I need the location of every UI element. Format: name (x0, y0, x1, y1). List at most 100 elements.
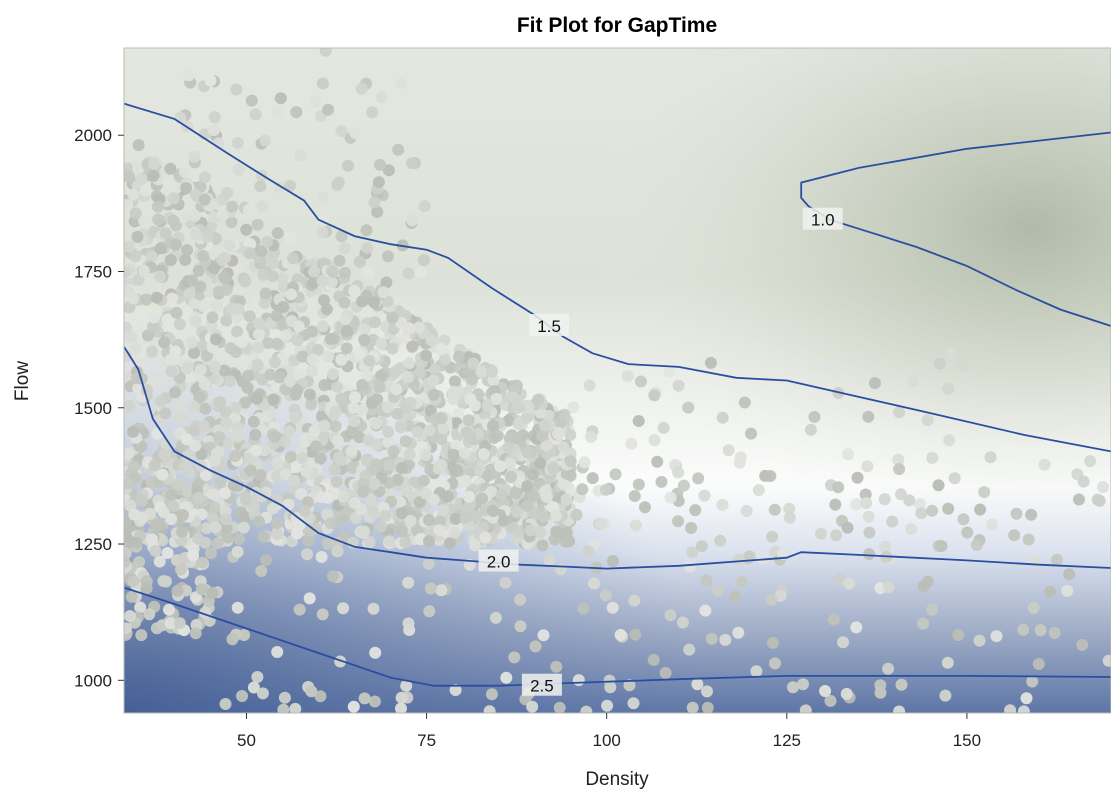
scatter-point (152, 213, 165, 226)
scatter-point (1027, 601, 1040, 614)
scatter-point (338, 242, 351, 255)
scatter-point (386, 342, 399, 355)
scatter-point (373, 158, 386, 171)
scatter-point (161, 547, 174, 559)
scatter-point (418, 200, 431, 213)
scatter-point (245, 94, 258, 107)
scatter-point (125, 331, 138, 343)
contour-label-bg (529, 314, 570, 336)
scatter-point (348, 415, 361, 428)
scatter-point (271, 457, 284, 470)
scatter-point (586, 472, 599, 485)
scatter-point (926, 603, 939, 616)
scatter-point (358, 525, 371, 538)
scatter-point (124, 240, 135, 253)
scatter-point (514, 620, 527, 633)
scatter-point (427, 388, 440, 401)
scatter-point (766, 636, 779, 649)
scatter-point (485, 365, 498, 378)
scatter-point (774, 589, 787, 602)
scatter-point (704, 356, 717, 369)
scatter-point (487, 419, 499, 432)
scatter-point (335, 513, 348, 526)
scatter-point (459, 474, 472, 487)
scatter-point (685, 522, 698, 534)
scatter-point (402, 267, 415, 280)
scatter-point (271, 528, 284, 541)
y-tick-label: 1750 (74, 262, 112, 281)
scatter-point (124, 399, 136, 412)
scatter-point (594, 517, 607, 530)
scatter-point (932, 479, 945, 492)
scatter-point (124, 350, 132, 363)
scatter-point (419, 449, 432, 461)
scatter-point (536, 539, 549, 552)
scatter-point (984, 451, 997, 464)
scatter-point (863, 526, 876, 539)
scatter-point (740, 505, 753, 517)
scatter-point (370, 458, 383, 471)
scatter-point (158, 336, 171, 349)
scatter-point (752, 484, 765, 497)
scatter-point (201, 230, 214, 243)
scatter-point (322, 350, 335, 363)
scatter-point (187, 549, 200, 562)
scatter-point (435, 458, 448, 471)
scatter-point (291, 384, 304, 397)
scatter-point (368, 196, 381, 209)
scatter-point (308, 265, 320, 278)
scatter-point (251, 671, 264, 683)
contour-label: 1.0 (811, 211, 835, 230)
scatter-point (173, 617, 186, 630)
scatter-point (682, 401, 695, 414)
scatter-point (324, 333, 337, 345)
scatter-point (952, 629, 965, 641)
scatter-point (301, 548, 314, 561)
scatter-point (221, 186, 234, 199)
scatter-point (290, 460, 303, 473)
scatter-point (521, 480, 534, 493)
scatter-point (438, 353, 451, 366)
scatter-point (521, 446, 534, 459)
scatter-point (623, 679, 636, 692)
scatter-point (286, 252, 299, 265)
scatter-point (466, 373, 478, 386)
scatter-point (435, 433, 448, 445)
scatter-point (1044, 585, 1057, 598)
scatter-point (138, 214, 151, 227)
scatter-point (375, 520, 388, 533)
scatter-point (1004, 704, 1017, 713)
scatter-point (787, 681, 799, 694)
scatter-point (458, 447, 471, 459)
x-tick-label: 50 (237, 731, 256, 750)
scatter-point (340, 342, 353, 355)
scatter-point (939, 689, 952, 702)
scatter-point (714, 534, 727, 547)
scatter-point (648, 389, 661, 402)
scatter-point (127, 575, 140, 588)
scatter-point (315, 491, 328, 504)
scatter-point (437, 504, 450, 517)
scatter-point (395, 702, 407, 713)
contour-line-2.0 (124, 346, 1111, 570)
scatter-point (509, 487, 522, 500)
scatter-point (382, 435, 394, 448)
scatter-point (146, 533, 158, 546)
scatter-point (231, 137, 244, 149)
scatter-point (210, 300, 223, 313)
scatter-point (242, 370, 254, 383)
y-axis: 1000 1250 1500 1750 2000 (74, 126, 124, 690)
scatter-point (1097, 481, 1109, 493)
scatter-point (357, 485, 370, 498)
scatter-point (124, 499, 137, 512)
scatter-point (464, 430, 477, 443)
scatter-point (318, 419, 331, 432)
scatter-point (324, 517, 337, 530)
scatter-point (188, 150, 201, 163)
scatter-point (175, 563, 187, 576)
scatter-point (135, 494, 148, 507)
scatter-point (552, 428, 565, 440)
scatter-point (285, 288, 298, 301)
scatter-point (402, 371, 414, 384)
scatter-point (208, 501, 221, 514)
